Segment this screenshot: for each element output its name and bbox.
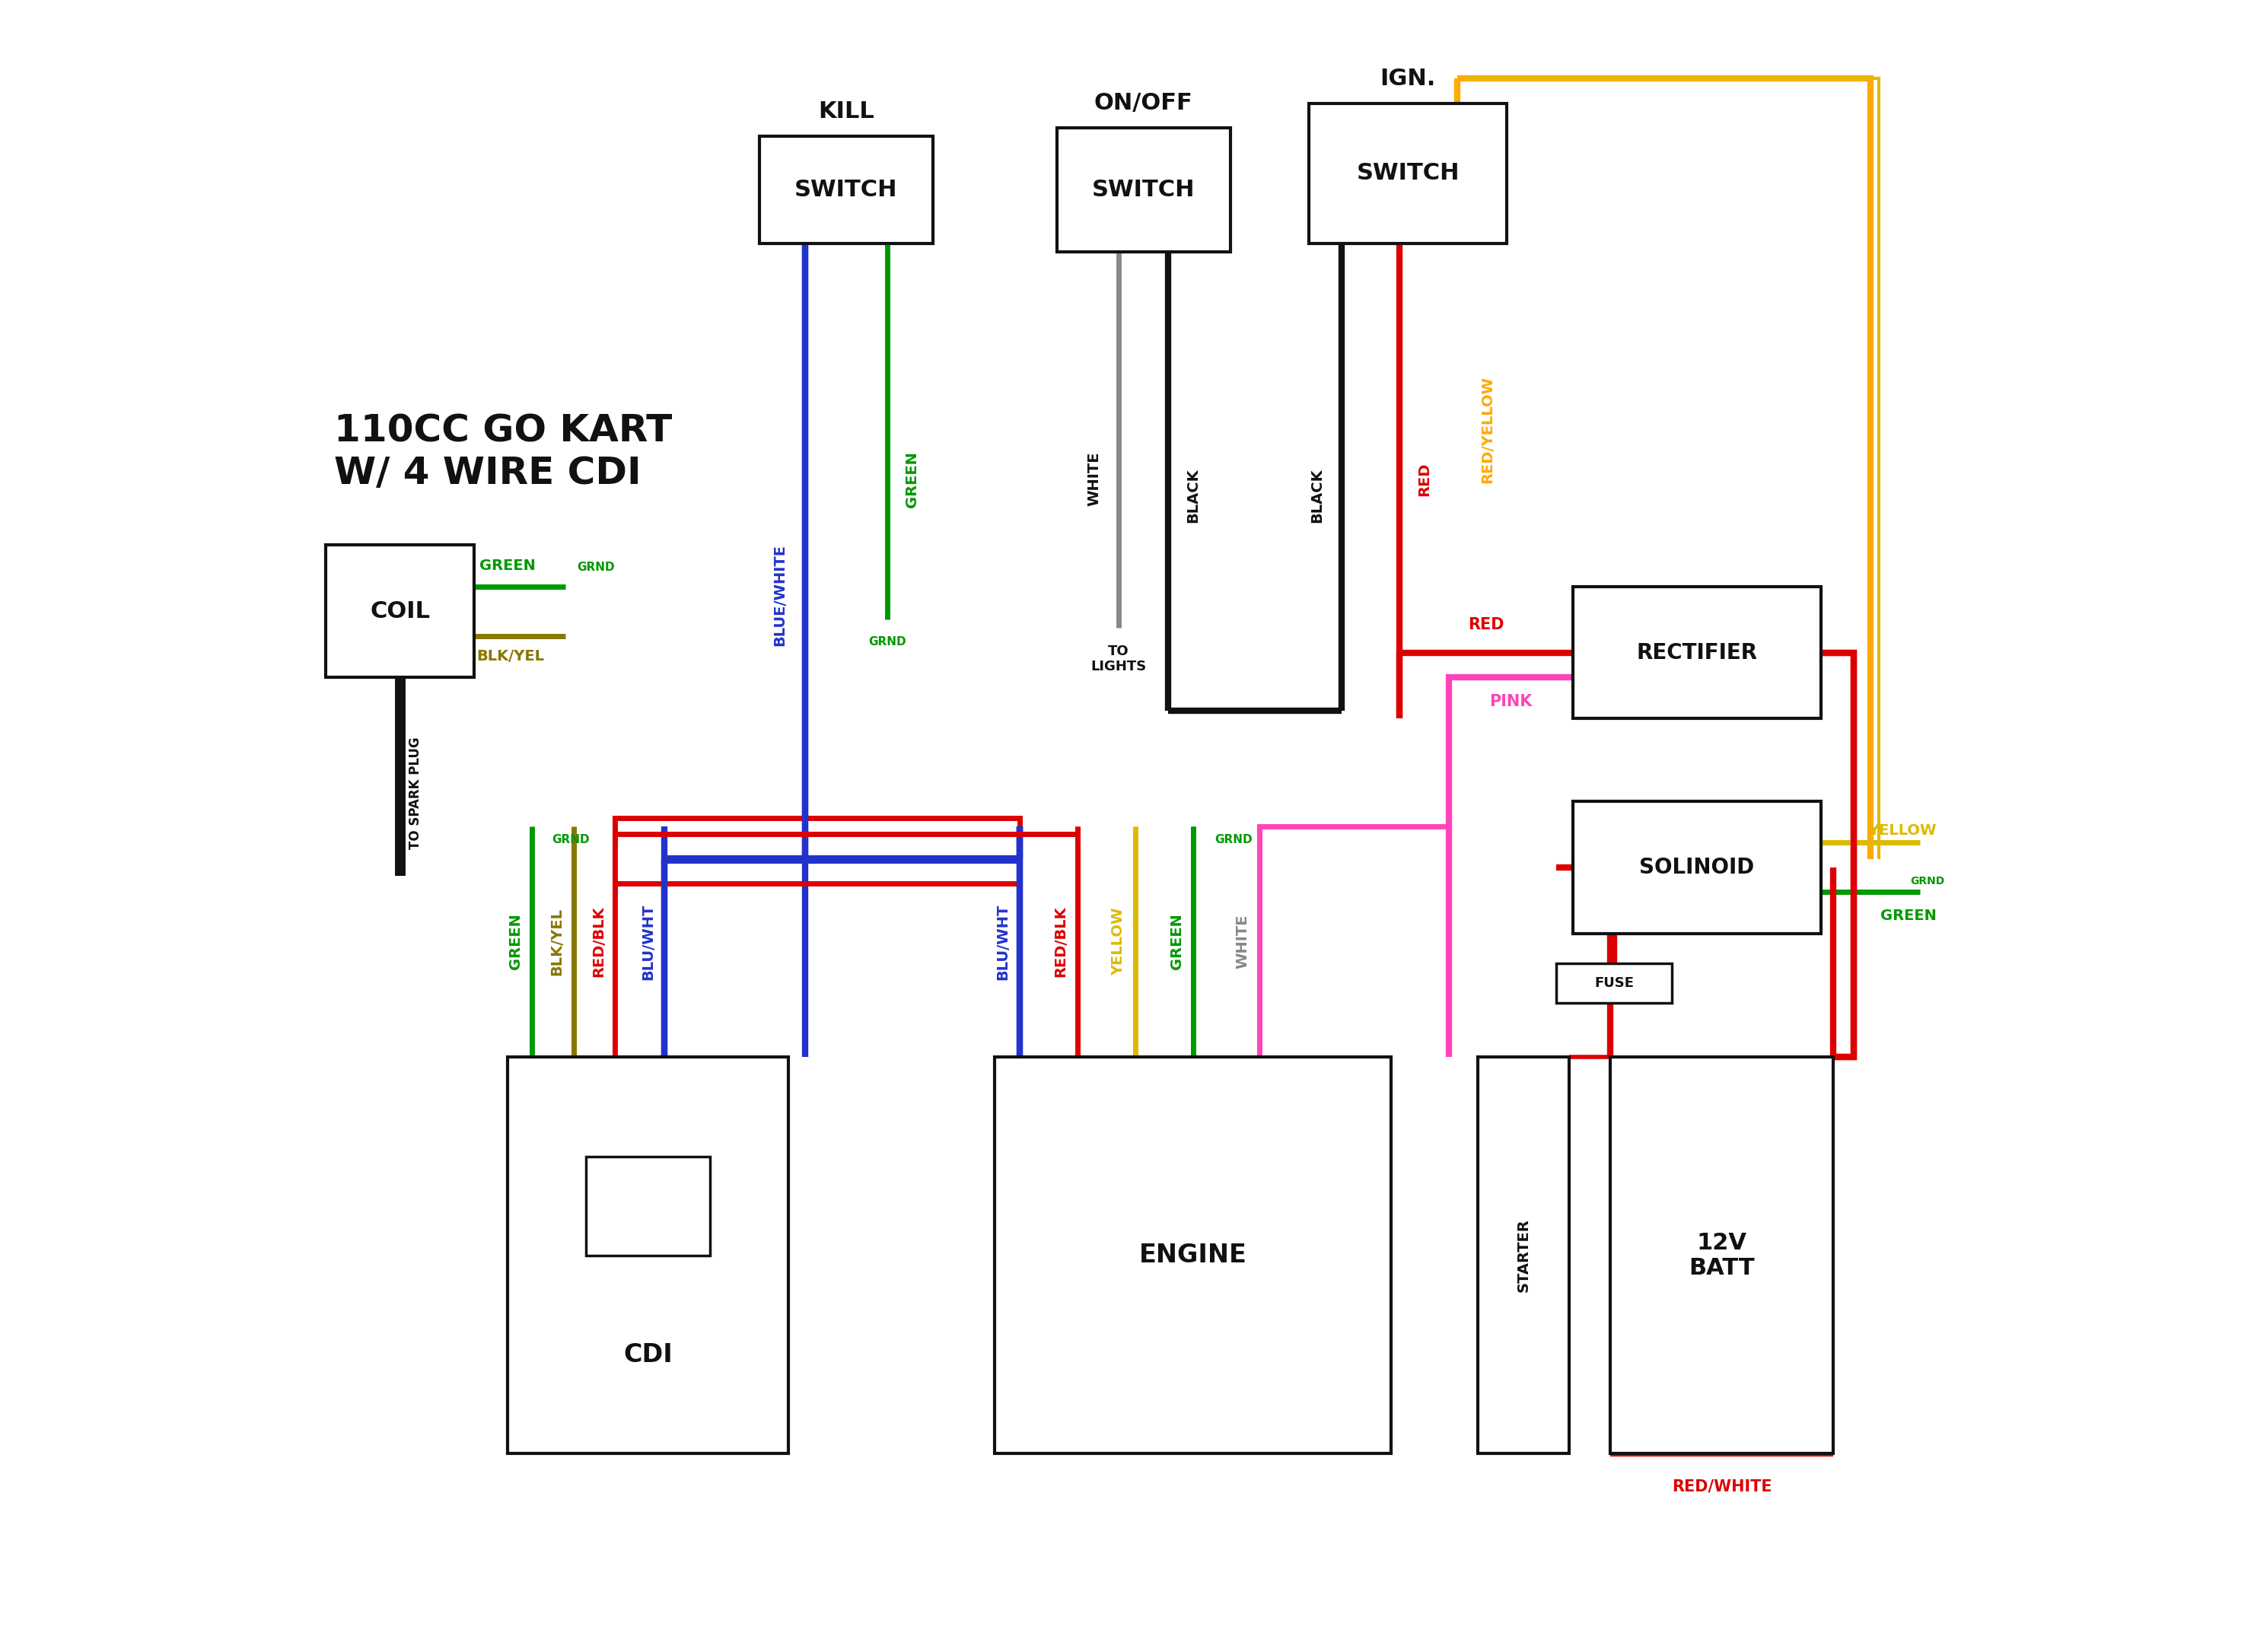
Text: 110CC GO KART
W/ 4 WIRE CDI: 110CC GO KART W/ 4 WIRE CDI [334,413,672,492]
Text: GRND: GRND [577,562,615,573]
Text: RECTIFIER: RECTIFIER [1636,643,1758,662]
Text: WHITE: WHITE [1235,915,1251,968]
Text: GREEN: GREEN [509,914,523,970]
Text: GRND: GRND [552,834,591,846]
Text: BLACK: BLACK [1310,469,1323,522]
Text: SWITCH: SWITCH [1357,162,1458,185]
Text: 12V
BATT: 12V BATT [1688,1232,1754,1279]
Text: RED: RED [1467,618,1503,633]
Bar [1057,127,1231,251]
Text: RED/BLK: RED/BLK [591,905,606,978]
Text: STARTER: STARTER [1517,1219,1530,1292]
Text: BLACK: BLACK [1186,469,1201,522]
Text: COIL: COIL [370,600,431,623]
Text: GRND: GRND [868,636,906,648]
Text: BLK/YEL: BLK/YEL [478,649,545,664]
Text: GREEN: GREEN [1880,909,1936,923]
Text: RED/WHITE: RED/WHITE [1672,1479,1772,1493]
Text: SOLINOID: SOLINOID [1639,857,1754,877]
Bar [1310,102,1508,243]
Bar [507,1057,789,1454]
Text: CDI: CDI [624,1341,672,1368]
Bar [327,545,473,677]
Text: SWITCH: SWITCH [1091,178,1195,202]
Text: IGN.: IGN. [1379,68,1436,89]
Text: GRND: GRND [1911,876,1945,885]
Text: YELLOW: YELLOW [1111,907,1127,976]
Text: RED/YELLOW: RED/YELLOW [1481,377,1494,482]
Text: TO SPARK PLUG: TO SPARK PLUG [408,737,421,849]
Text: BLK/YEL: BLK/YEL [550,909,564,975]
Text: TO
LIGHTS: TO LIGHTS [1091,644,1147,674]
Text: BLUE/WHITE: BLUE/WHITE [773,544,787,646]
Text: SWITCH: SWITCH [796,178,897,202]
Text: BLU/WHT: BLU/WHT [640,904,656,980]
Bar [1573,586,1821,719]
Text: BLU/WHT: BLU/WHT [996,904,1010,980]
Bar [760,135,933,243]
Bar [1573,801,1821,933]
Text: RED/BLK: RED/BLK [1053,905,1068,978]
Bar [1558,963,1672,1003]
Bar [586,1156,710,1256]
Text: PINK: PINK [1490,694,1533,709]
Text: WHITE: WHITE [1086,453,1102,506]
Text: KILL: KILL [818,101,875,122]
Bar [1479,1057,1569,1454]
Text: ENGINE: ENGINE [1138,1242,1246,1269]
Text: GREEN: GREEN [480,558,536,573]
Bar [994,1057,1391,1454]
Text: FUSE: FUSE [1594,976,1634,990]
Text: GREEN: GREEN [1170,914,1183,970]
Text: RED: RED [1418,463,1431,496]
Text: ON/OFF: ON/OFF [1093,93,1192,114]
Text: GREEN: GREEN [906,451,920,507]
Bar [1609,1057,1833,1454]
Text: YELLOW: YELLOW [1869,823,1936,838]
Text: GRND: GRND [1215,834,1253,846]
